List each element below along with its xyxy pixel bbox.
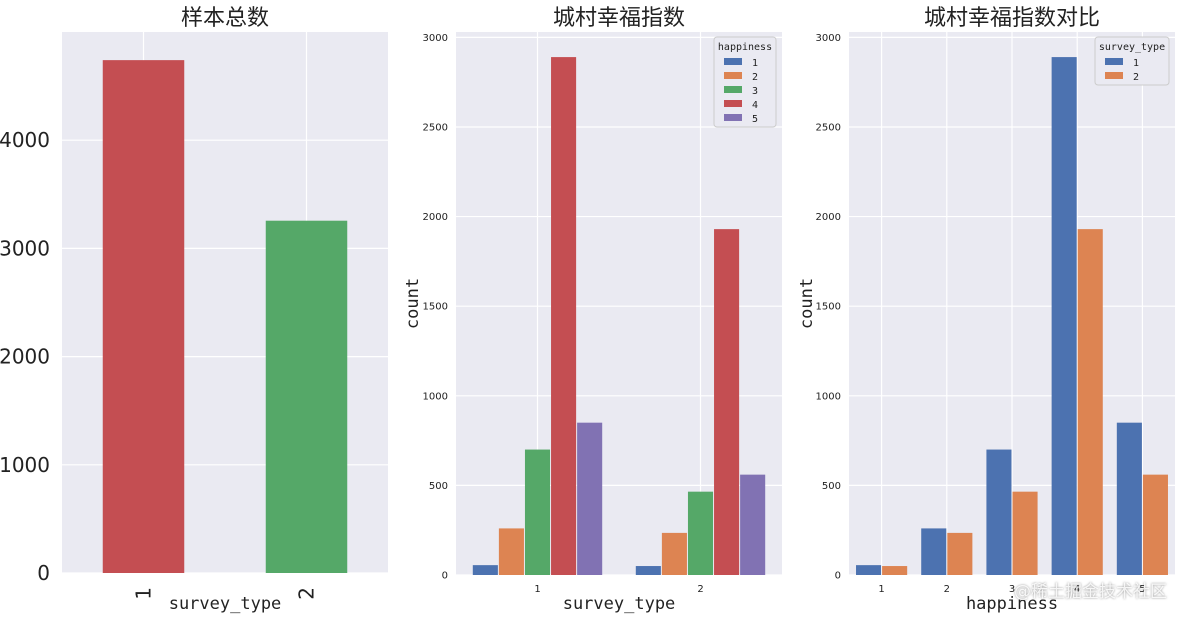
y-tick-label: 2500: [423, 122, 448, 133]
bar: [1051, 57, 1077, 575]
x-tick-label: 1: [878, 584, 884, 595]
y-tick-label: 500: [429, 481, 448, 492]
x-tick-label: 2: [944, 584, 950, 595]
bar: [856, 565, 882, 575]
y-tick-label: 1000: [0, 453, 50, 477]
y-tick-label: 2000: [423, 212, 448, 223]
bar: [882, 566, 908, 575]
y-tick-label: 1500: [816, 302, 841, 313]
y-tick-label: 1000: [816, 391, 841, 402]
bar: [947, 532, 973, 575]
x-tick-label: 1: [534, 584, 540, 595]
bar: [714, 229, 740, 575]
bar: [472, 565, 498, 575]
bar: [265, 220, 348, 573]
bar: [635, 566, 661, 575]
y-tick-label: 0: [442, 571, 448, 582]
chart-panel-2: 0 500 1000 1500 2000 2500 3000 1 2 城村幸福指数 survey_t…: [403, 6, 782, 614]
legend-label: 4: [752, 100, 758, 111]
chart-panel-1: 0 1000 2000 3000 4000 1 2 样本总数 survey_type: [0, 6, 388, 614]
watermark: @稀土掘金技术社区: [1014, 582, 1167, 602]
legend-swatch: [724, 72, 742, 79]
x-axis-label: survey_type: [563, 594, 676, 614]
chart-panel-3: 0 500 1000 1500 2000 2500 3000 1 2 3 4 5 城村幸福指数对比 hap…: [797, 6, 1175, 614]
x-axis-label: survey_type: [169, 594, 282, 614]
x-tick-label: 4: [1074, 584, 1080, 595]
y-tick-label: 1500: [423, 302, 448, 313]
bar: [1077, 229, 1103, 575]
legend-label: 1: [752, 58, 758, 69]
bar: [740, 474, 766, 575]
y-tick-label: 3000: [423, 33, 448, 44]
legend: survey_type 1 2: [1094, 36, 1170, 86]
y-tick-label: 2000: [816, 212, 841, 223]
legend-label: 2: [752, 72, 758, 83]
legend-swatch: [724, 100, 742, 107]
legend-swatch: [1105, 72, 1123, 79]
legend-label: 3: [752, 86, 758, 97]
y-tick-label: 0: [835, 571, 841, 582]
x-tick-label: 5: [1139, 584, 1145, 595]
bar: [1012, 491, 1038, 575]
x-tick-label: 1: [132, 587, 156, 600]
bar: [687, 491, 714, 575]
bar: [921, 528, 947, 575]
legend-swatch: [1105, 58, 1123, 65]
bar: [102, 60, 185, 573]
x-tick-label: 2: [697, 584, 703, 595]
y-tick-label: 3000: [0, 236, 50, 260]
legend-title: happiness: [718, 42, 772, 53]
legend-label: 2: [1133, 72, 1139, 83]
bar: [498, 528, 524, 575]
bar: [1142, 474, 1168, 575]
x-tick-label: 2: [295, 587, 319, 600]
y-tick-label: 0: [37, 561, 50, 585]
x-tick-label: 3: [1009, 584, 1015, 595]
chart-title: 样本总数: [181, 6, 269, 31]
legend-title: survey_type: [1099, 42, 1165, 53]
legend-label: 5: [752, 114, 758, 125]
bar: [1116, 422, 1142, 575]
y-tick-label: 2000: [0, 345, 50, 369]
y-tick-label: 3000: [816, 33, 841, 44]
legend-label: 1: [1133, 58, 1139, 69]
legend-swatch: [724, 86, 742, 93]
y-tick-label: 4000: [0, 128, 50, 152]
y-tick-label: 500: [822, 481, 841, 492]
bar: [551, 57, 577, 575]
y-axis-label: count: [797, 278, 817, 329]
y-axis-label: count: [403, 278, 423, 329]
x-axis-label: happiness: [966, 594, 1058, 614]
bar: [577, 422, 603, 575]
legend: happiness 1 2 3 4 5: [713, 36, 777, 128]
bar: [986, 449, 1012, 575]
y-tick-label: 1000: [423, 391, 448, 402]
y-tick-label: 2500: [816, 122, 841, 133]
bar: [661, 532, 687, 575]
legend-swatch: [724, 58, 742, 65]
chart-title: 城村幸福指数对比: [924, 6, 1100, 31]
chart-title: 城村幸福指数: [553, 6, 685, 31]
legend-swatch: [724, 114, 742, 121]
bar: [524, 449, 551, 575]
